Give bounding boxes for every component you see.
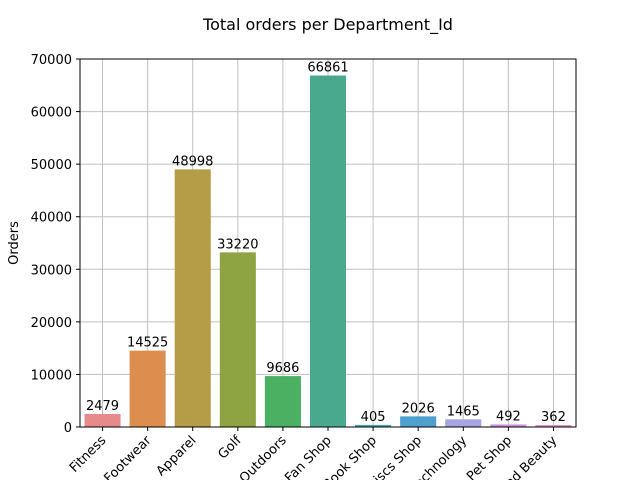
y-tick-label: 10000	[31, 368, 72, 383]
value-label: 2026	[402, 401, 435, 416]
value-label: 2479	[86, 399, 119, 414]
value-label: 9686	[266, 361, 299, 376]
bar	[490, 424, 527, 427]
value-label: 492	[496, 409, 521, 424]
bar	[129, 350, 166, 427]
x-tick-label: Fan Shop	[282, 433, 335, 480]
x-tick-label: Fitness	[67, 433, 110, 476]
value-label: 48998	[172, 154, 213, 169]
value-label: 66861	[307, 61, 348, 76]
bar	[309, 75, 347, 428]
bar	[445, 419, 482, 427]
y-tick-label: 0	[64, 421, 72, 436]
x-tick-label: Outdoors	[237, 433, 290, 480]
x-tick-label: Apparel	[154, 433, 200, 479]
value-label: 362	[541, 410, 566, 425]
y-tick-label: 60000	[31, 106, 72, 121]
bar	[400, 416, 437, 427]
x-tick-label: Golf	[216, 433, 245, 462]
x-tick-label: Pet Shop	[464, 433, 515, 480]
y-tick-label: 70000	[31, 53, 72, 68]
chart-title: Total orders per Department_Id	[202, 15, 453, 35]
y-tick-label: 30000	[31, 263, 72, 278]
y-tick-label: 20000	[31, 316, 72, 331]
bar	[355, 424, 392, 427]
value-label: 14525	[127, 336, 168, 351]
x-tick-label: Footwear	[101, 433, 154, 480]
bar	[174, 169, 211, 427]
y-tick-label: 50000	[31, 158, 72, 173]
bar	[264, 376, 301, 427]
value-label: 1465	[447, 404, 480, 419]
y-axis-label: Orders	[7, 221, 22, 265]
value-label: 405	[361, 410, 386, 425]
bar	[219, 252, 256, 427]
value-label: 33220	[217, 237, 258, 252]
y-tick-label: 40000	[31, 211, 72, 226]
bar	[535, 425, 572, 427]
bar	[84, 413, 121, 427]
